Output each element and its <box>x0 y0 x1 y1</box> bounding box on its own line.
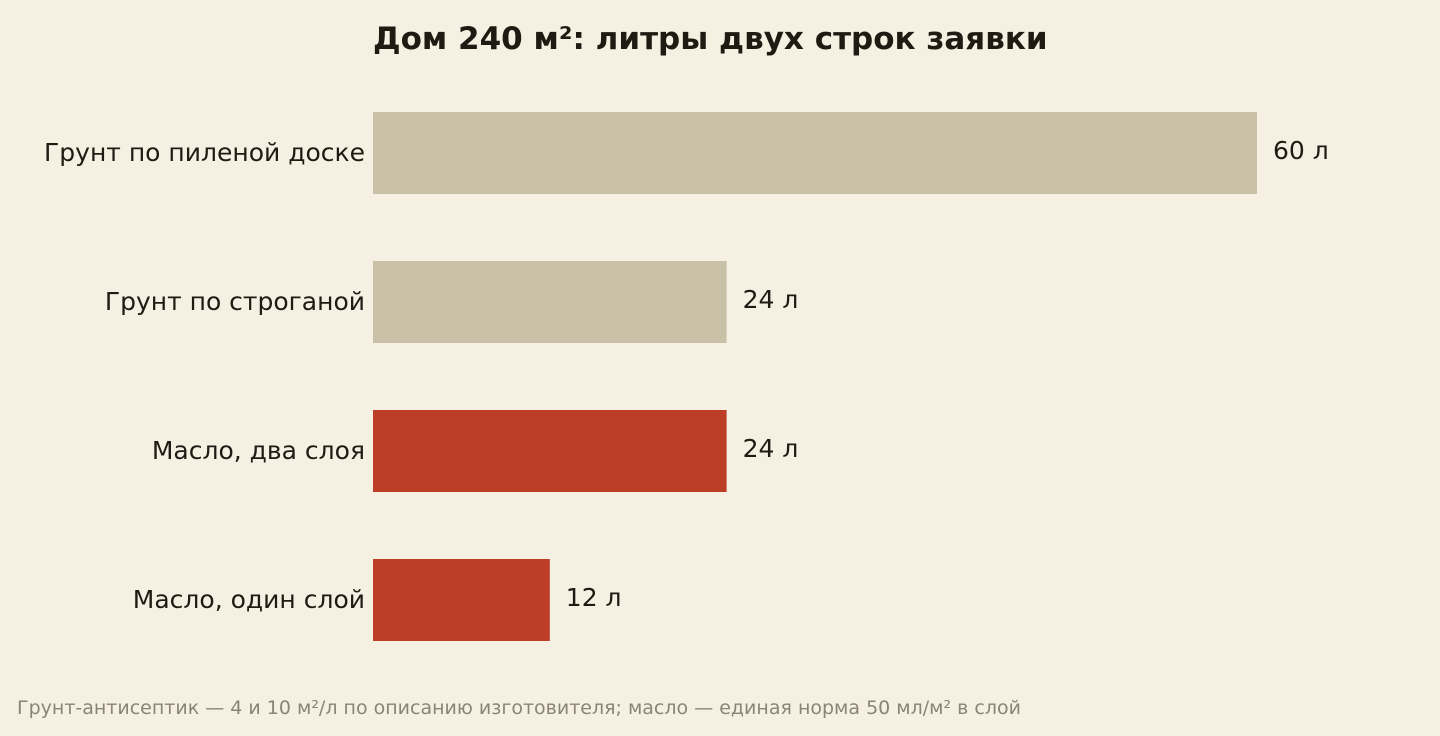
value-label: 12 л <box>566 583 622 612</box>
bar-group: Масло, один слой 12 л <box>133 559 622 641</box>
value-label: 24 л <box>743 434 799 463</box>
bar <box>373 261 727 343</box>
category-label: Грунт по пиленой доске <box>44 138 365 167</box>
chart-footnote: Грунт-антисептик — 4 и 10 м²/л по описан… <box>17 697 1021 719</box>
chart-title: Дом 240 м²: литры двух строк заявки <box>373 21 1048 57</box>
value-label: 24 л <box>743 285 799 314</box>
bar <box>373 559 550 641</box>
bar-group: Масло, два слоя 24 л <box>152 410 799 492</box>
bar-group: Грунт по пиленой доске 60 л <box>44 112 1329 194</box>
bar-group: Грунт по строганой 24 л <box>105 261 799 343</box>
category-label: Масло, один слой <box>133 585 365 614</box>
bars-layer: Грунт по пиленой доске 60 л Грунт по строг… <box>44 112 1329 641</box>
bar <box>373 410 727 492</box>
value-label: 60 л <box>1273 136 1329 165</box>
category-label: Масло, два слоя <box>152 436 365 465</box>
bar <box>373 112 1257 194</box>
category-label: Грунт по строганой <box>105 287 365 316</box>
